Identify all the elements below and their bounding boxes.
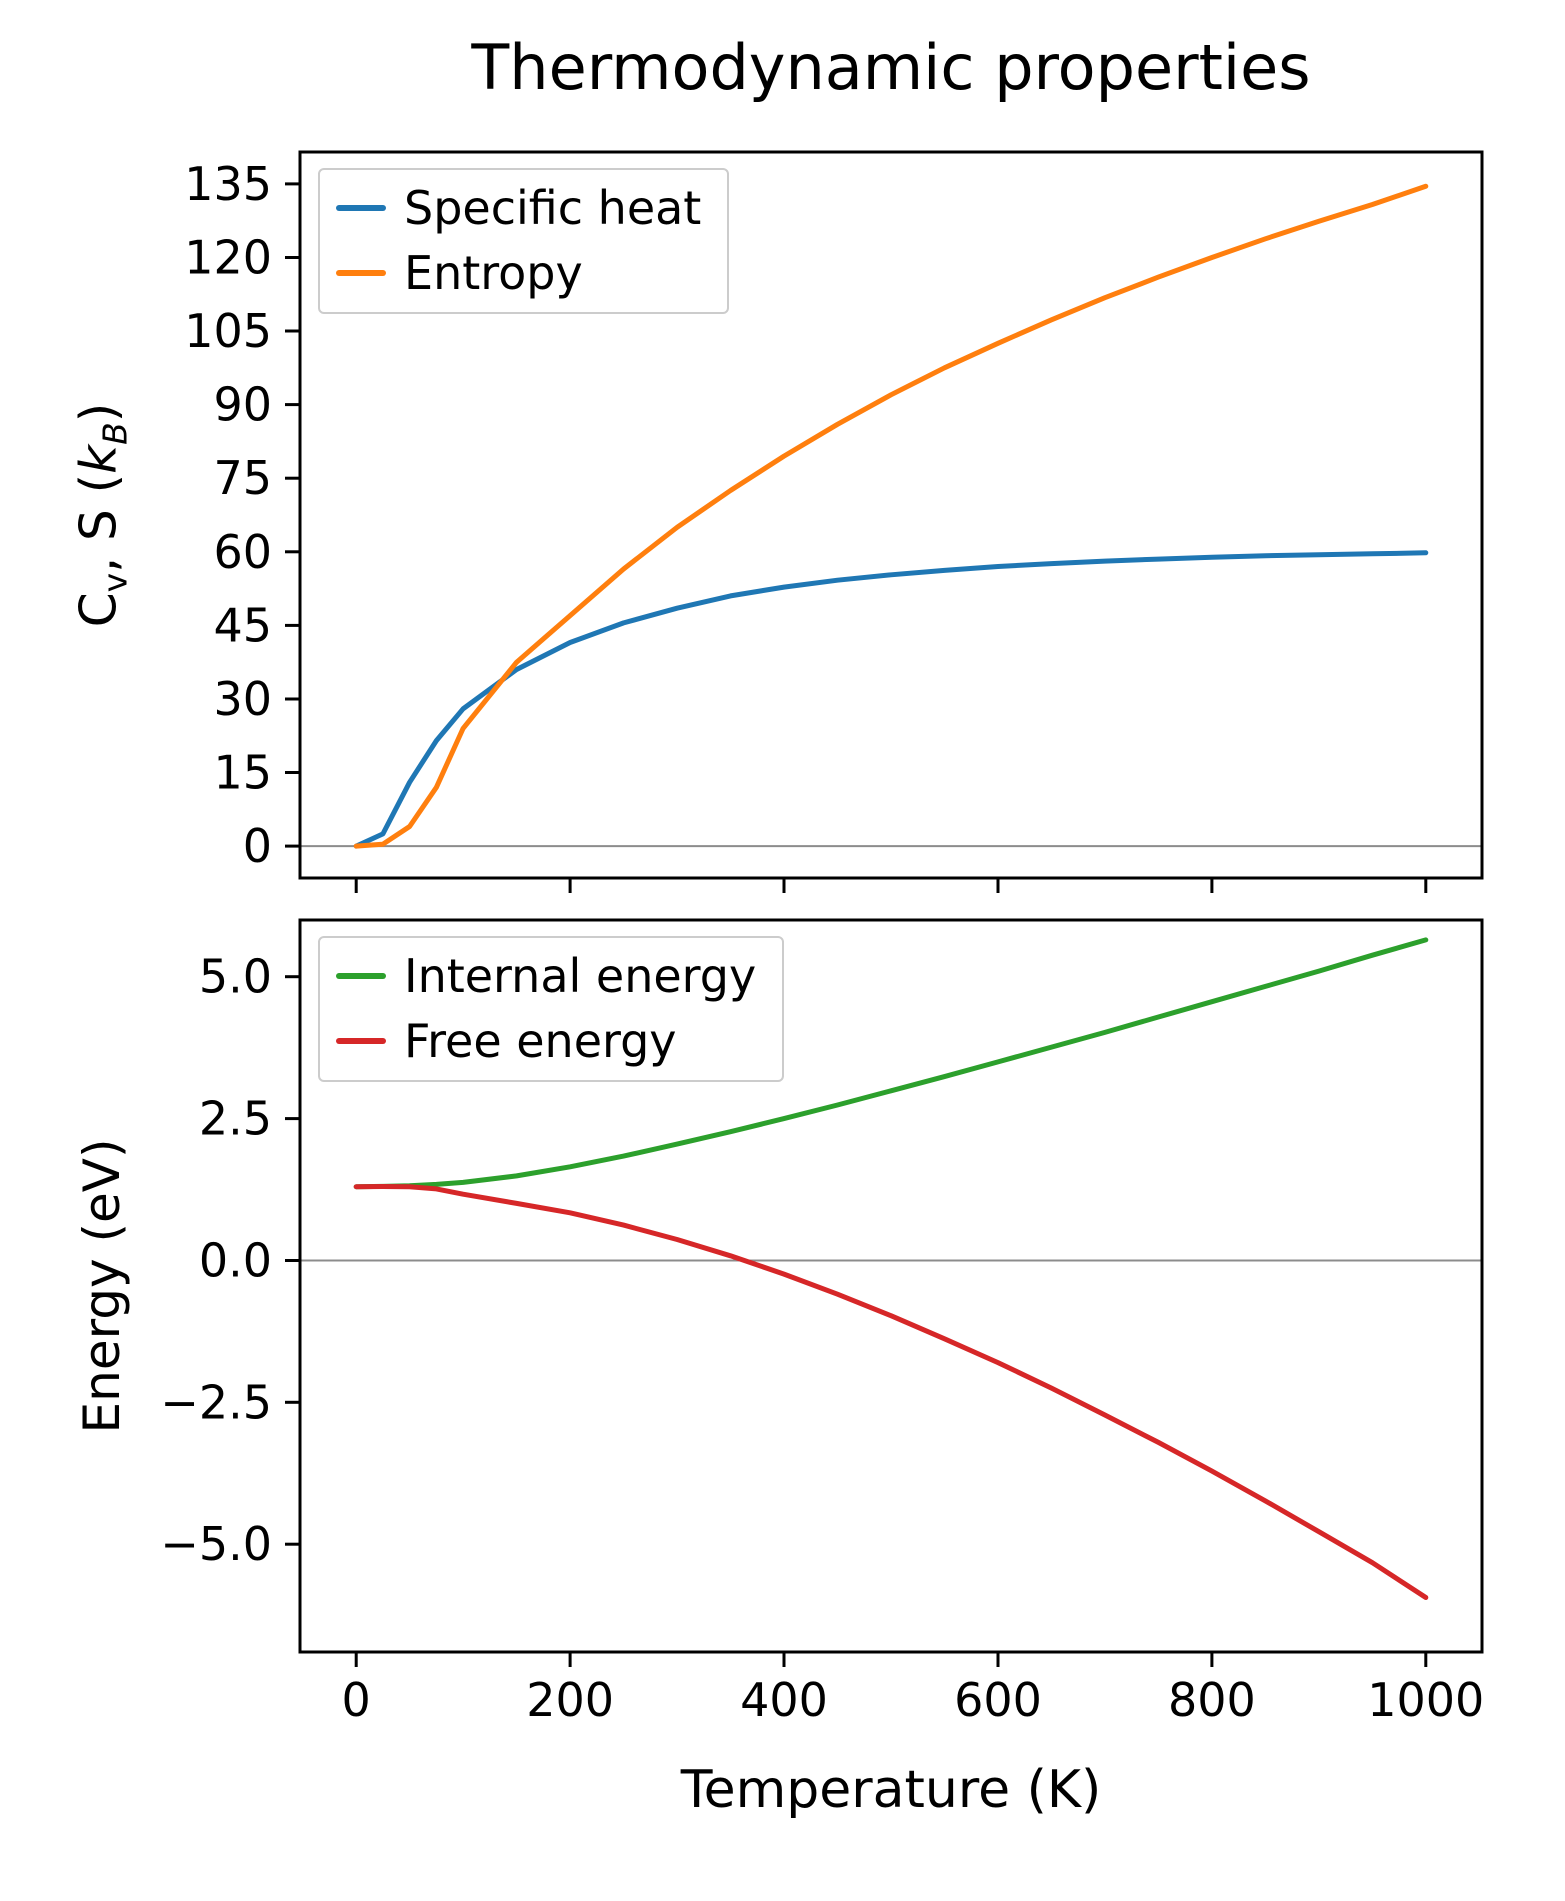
- ylabel-close: ): [69, 402, 128, 423]
- y-tick-label: 30: [213, 672, 272, 726]
- ylabel-mid: , S (: [69, 473, 128, 573]
- y-tick-label: 75: [213, 451, 272, 505]
- legend-swatch-internal-energy: [336, 973, 386, 980]
- ylabel-v-sub: v: [95, 572, 135, 593]
- y-tick-label: 90: [213, 378, 272, 432]
- legend-label: Specific heat: [404, 181, 702, 235]
- axes-frame: [298, 150, 1484, 880]
- series-line-entropy: [353, 183, 1429, 849]
- y-tick-label: −5.0: [160, 1517, 272, 1571]
- x-tick-label: 200: [526, 1673, 614, 1727]
- y-tick-label: 45: [213, 598, 272, 652]
- x-tick-label: 400: [740, 1673, 828, 1727]
- legend-item-entropy: Entropy: [336, 245, 701, 300]
- legend-swatch-entropy: [336, 270, 386, 277]
- y-tick-label: 2.5: [199, 1092, 272, 1146]
- y-tick-label: 120: [184, 231, 272, 285]
- bottom-y-axis-label: Energy (eV): [73, 1138, 131, 1434]
- x-tick-label: 1000: [1367, 1673, 1484, 1727]
- top-y-axis-label: Cv, S (kB): [70, 403, 135, 628]
- top-legend: Specific heat Entropy: [318, 168, 730, 314]
- y-tick-label: 15: [213, 746, 272, 800]
- y-tick-label: 60: [213, 525, 272, 579]
- y-tick-label: 0: [243, 819, 272, 873]
- legend-label: Free energy: [404, 1013, 677, 1068]
- ylabel-k: k: [69, 444, 128, 474]
- ylabel-b-sub: B: [95, 422, 135, 445]
- series-line-internal-energy: [353, 937, 1429, 1190]
- legend-item-specific-heat: Specific heat: [336, 182, 701, 235]
- x-tick-label: 600: [954, 1673, 1042, 1727]
- bottom-chart: −5.0 −2.5 0.0 2.5 5.0 0 200 400 600 800 1000: [160, 918, 1484, 1727]
- ylabel-c: C: [69, 592, 128, 628]
- chart-title: Thermodynamic properties: [471, 31, 1311, 104]
- x-axis-label: Temperature (K): [680, 1760, 1102, 1820]
- y-tick-label: −2.5: [160, 1375, 272, 1429]
- x-tick-label: 800: [1168, 1673, 1256, 1727]
- legend-label: Internal energy: [404, 949, 757, 1003]
- bottom-legend: Internal energy Free energy: [318, 936, 785, 1082]
- series-line-specific-heat: [353, 550, 1429, 849]
- y-tick-label: 135: [184, 157, 272, 211]
- x-tick-label: 0: [342, 1673, 371, 1727]
- axes-frame: [298, 918, 1484, 1654]
- y-tick-label: 0.0: [199, 1234, 272, 1288]
- y-tick-label: 5.0: [199, 950, 272, 1004]
- legend-item-internal-energy: Internal energy: [336, 950, 756, 1003]
- legend-label: Entropy: [404, 245, 583, 300]
- top-chart: 0 15 30 45 60 75 90 105 120 135: [184, 150, 1484, 893]
- legend-item-free-energy: Free energy: [336, 1013, 756, 1068]
- y-tick-label: 105: [184, 304, 272, 358]
- series-line-free-energy: [353, 1184, 1429, 1600]
- legend-swatch-free-energy: [336, 1038, 386, 1045]
- legend-swatch-specific-heat: [336, 205, 386, 212]
